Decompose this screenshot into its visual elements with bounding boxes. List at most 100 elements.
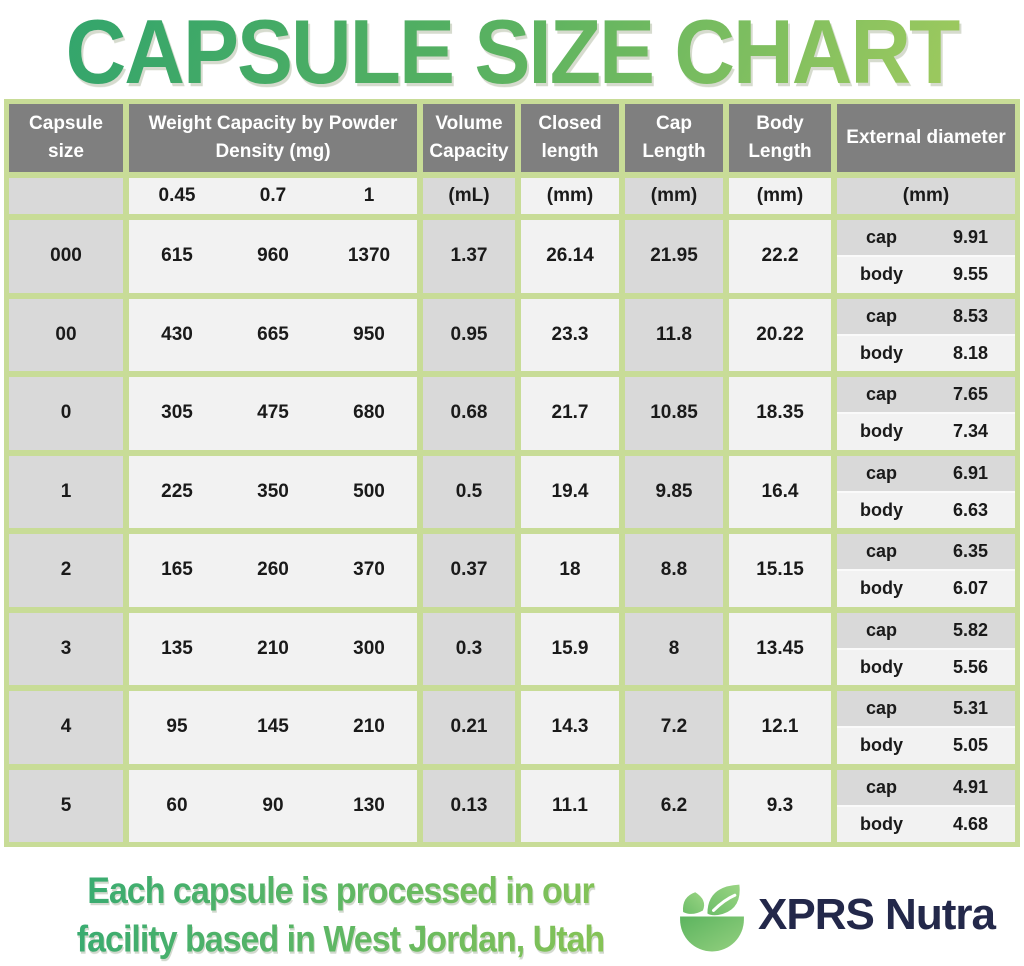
weight-at-1: 1370 — [347, 245, 391, 267]
weight-at-1: 370 — [353, 559, 385, 581]
header-capsule-size: Capsule size — [9, 104, 123, 172]
capsule-size-value: 0 — [9, 377, 123, 450]
ext-cap-label: cap — [865, 305, 898, 326]
weight-at-07: 210 — [257, 637, 289, 659]
body-length-value: 22.2 — [729, 220, 831, 293]
external-cap-row: cap 5.31 — [837, 691, 1015, 729]
ext-cap-value: 9.91 — [952, 227, 989, 248]
body-length-value: 16.4 — [729, 455, 831, 528]
closed-length-value: 26.14 — [521, 220, 619, 293]
weight-at-07: 960 — [257, 245, 289, 267]
ext-body-label: body — [860, 813, 903, 834]
weight-at-07: 260 — [257, 559, 289, 581]
external-body-row: body 5.05 — [837, 728, 1015, 764]
weight-at-07: 665 — [257, 323, 289, 345]
closed-length-value: 18 — [521, 534, 619, 607]
weight-at-1: 950 — [353, 323, 385, 345]
unit-capsule-size-empty — [9, 178, 123, 214]
body-length-value: 12.1 — [729, 691, 831, 764]
ext-cap-label: cap — [865, 776, 898, 797]
weight-at-07: 90 — [262, 794, 284, 816]
ext-cap-label: cap — [865, 698, 898, 719]
volume-capacity-value: 0.21 — [423, 691, 515, 764]
external-cap-row: cap 8.53 — [837, 298, 1015, 336]
ext-body-value: 6.07 — [952, 578, 989, 599]
closed-length-value: 14.3 — [521, 691, 619, 764]
volume-capacity-value: 0.3 — [423, 612, 515, 685]
closed-length-value: 15.9 — [521, 612, 619, 685]
header-external-diameter: External diameter — [837, 104, 1015, 172]
weight-at-07: 145 — [257, 716, 289, 738]
volume-capacity-value: 0.13 — [423, 769, 515, 842]
density-1-label: 1 — [363, 185, 375, 206]
volume-capacity-value: 1.37 — [423, 220, 515, 293]
tagline-line2: facility based in West Jordan, Utah — [76, 918, 605, 961]
ext-cap-label: cap — [865, 619, 898, 640]
cap-length-value: 11.8 — [625, 298, 723, 371]
cap-length-value: 10.85 — [625, 377, 723, 450]
unit-body-length: (mm) — [729, 178, 831, 214]
header-body-length: Body Length — [729, 104, 831, 172]
capsule-size-value: 4 — [9, 691, 123, 764]
density-045-label: 0.45 — [158, 185, 196, 206]
capsule-size-value: 1 — [9, 455, 123, 528]
ext-body-value: 7.34 — [952, 421, 989, 442]
external-diameter-cell: cap 6.91 body 6.63 — [837, 455, 1015, 528]
ext-body-label: body — [860, 264, 903, 285]
weight-capacity-values: 225 350 500 — [129, 455, 417, 528]
tagline-line1: Each capsule is processed in our — [87, 869, 594, 912]
ext-cap-value: 5.82 — [952, 619, 989, 640]
weight-at-045: 430 — [161, 323, 193, 345]
leaf-bowl-icon — [680, 884, 744, 952]
ext-cap-value: 6.91 — [952, 462, 989, 483]
ext-cap-value: 5.31 — [952, 698, 989, 719]
capsule-size-value: 3 — [9, 612, 123, 685]
ext-body-label: body — [860, 578, 903, 599]
unit-volume: (mL) — [423, 178, 515, 214]
closed-length-value: 23.3 — [521, 298, 619, 371]
weight-capacity-values: 60 90 130 — [129, 769, 417, 842]
ext-body-label: body — [860, 342, 903, 363]
closed-length-value: 11.1 — [521, 769, 619, 842]
capsule-size-value: 00 — [9, 298, 123, 371]
weight-capacity-values: 135 210 300 — [129, 612, 417, 685]
capsule-size-value: 000 — [9, 220, 123, 293]
weight-at-1: 210 — [353, 716, 385, 738]
volume-capacity-value: 0.95 — [423, 298, 515, 371]
external-cap-row: cap 6.35 — [837, 534, 1015, 572]
closed-length-value: 21.7 — [521, 377, 619, 450]
cap-length-value: 21.95 — [625, 220, 723, 293]
brand-name: XPRS Nutra — [758, 890, 996, 939]
weight-at-07: 350 — [257, 480, 289, 502]
body-length-value: 13.45 — [729, 612, 831, 685]
body-length-value: 15.15 — [729, 534, 831, 607]
weight-at-045: 225 — [161, 480, 193, 502]
external-diameter-cell: cap 4.91 body 4.68 — [837, 769, 1015, 842]
cap-length-value: 6.2 — [625, 769, 723, 842]
ext-cap-label: cap — [865, 227, 898, 248]
body-length-value: 9.3 — [729, 769, 831, 842]
volume-capacity-value: 0.5 — [423, 455, 515, 528]
weight-at-045: 305 — [161, 402, 193, 424]
page: CAPSULE SIZE CHART Capsule size Weight C… — [0, 4, 1024, 959]
external-body-row: body 4.68 — [837, 806, 1015, 842]
external-body-row: body 6.63 — [837, 492, 1015, 528]
ext-body-label: body — [860, 656, 903, 677]
unit-external-diameter: (mm) — [837, 178, 1015, 214]
ext-cap-value: 4.91 — [952, 776, 989, 797]
weight-at-1: 680 — [353, 402, 385, 424]
external-body-row: body 6.07 — [837, 571, 1015, 607]
external-diameter-cell: cap 6.35 body 6.07 — [837, 534, 1015, 607]
ext-body-value: 8.18 — [952, 342, 989, 363]
weight-at-045: 165 — [161, 559, 193, 581]
unit-closed-length: (mm) — [521, 178, 619, 214]
body-length-value: 20.22 — [729, 298, 831, 371]
external-cap-row: cap 9.91 — [837, 220, 1015, 258]
ext-body-value: 9.55 — [952, 264, 989, 285]
volume-capacity-value: 0.68 — [423, 377, 515, 450]
external-diameter-cell: cap 9.91 body 9.55 — [837, 220, 1015, 293]
ext-body-value: 4.68 — [952, 813, 989, 834]
weight-at-045: 135 — [161, 637, 193, 659]
weight-at-1: 300 — [353, 637, 385, 659]
weight-capacity-values: 95 145 210 — [129, 691, 417, 764]
